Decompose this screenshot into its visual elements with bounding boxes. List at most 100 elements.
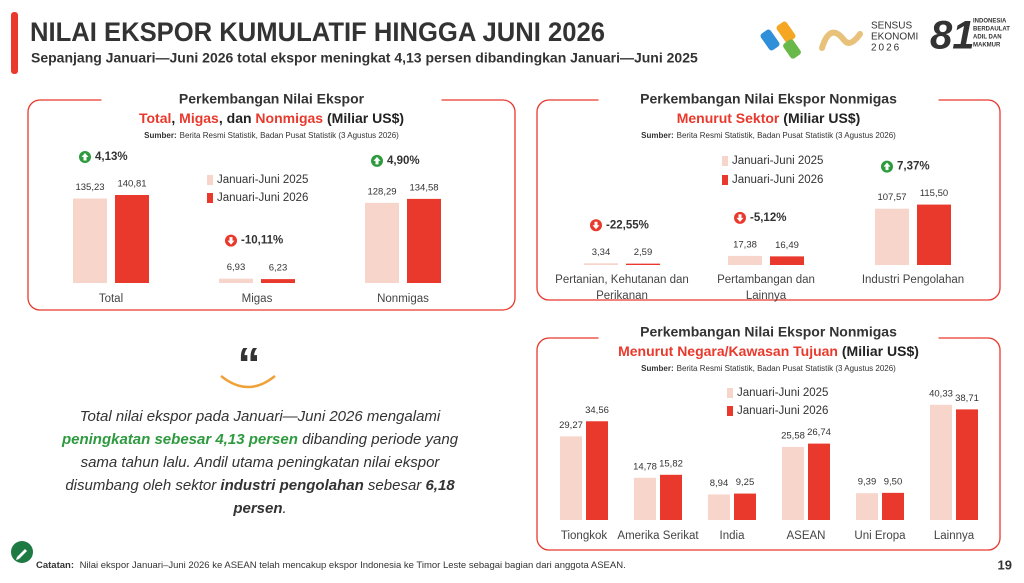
quote-part: peningkatan sebesar 4,13 persen [61, 431, 298, 448]
category-label: ASEAN [786, 530, 826, 542]
subtitle-part: (Miliar US$) [838, 343, 919, 359]
category-label: Uni Eropa [854, 530, 906, 542]
change-label: -10,11% [241, 235, 283, 247]
value-label: 14,78 [633, 461, 657, 472]
legend-swatch [722, 156, 728, 166]
chart-source: Sumber: Berita Resmi Statistik, Badan Pus… [641, 131, 896, 140]
legend-label: Januari-Juni 2025 [217, 174, 308, 186]
category-label-box: ASEAN [786, 530, 826, 542]
quote-mark: “ [238, 338, 261, 390]
bar [782, 446, 804, 520]
change-arrow [373, 156, 381, 165]
value-label: 15,82 [659, 458, 683, 469]
category-label: Pertanian, Kehutanan dan Perikanan [555, 274, 689, 302]
value-label: 8,94 [710, 478, 729, 489]
value-label: 9,39 [858, 477, 877, 488]
legend-swatch [207, 175, 213, 185]
category-label-box: Migas [242, 293, 273, 305]
sensus-logo: SENSUS EKONOMI 2026 [819, 21, 918, 54]
subtitle-part: Menurut Negara/Kawasan Tujuan [618, 343, 838, 359]
footnote: Catatan: Nilai ekspor Januari–Juni 2026 … [36, 560, 626, 571]
category-label: Nonmigas [377, 293, 429, 305]
value-label: 34,56 [585, 405, 609, 416]
subtitle-part: , dan [219, 110, 256, 126]
bar [560, 436, 582, 520]
bar [728, 255, 762, 265]
quote-paragraph: Total nilai ekspor pada Januari—Juni 202… [45, 405, 475, 520]
bar [634, 477, 656, 520]
value-label: 107,57 [877, 192, 906, 203]
quote-part: dibanding periode yang sama tahun lalu. … [65, 431, 459, 494]
bps-logo [760, 21, 801, 59]
bar [882, 492, 904, 520]
legend-label: Januari-Juni 2025 [732, 155, 823, 167]
bar [261, 279, 295, 283]
chart-subtitle: Menurut Negara/Kawasan Tujuan (Miliar US… [618, 343, 919, 359]
value-label: 17,38 [733, 239, 757, 250]
category-label-box: Pertanian, Kehutanan dan Perikanan [555, 274, 689, 302]
value-label: 6,23 [269, 263, 288, 274]
category-label: Lainnya [933, 530, 975, 542]
page-subtitle: Sepanjang Januari—Juni 2026 total ekspor… [31, 50, 698, 66]
chart-source: Sumber: Berita Resmi Statistik, Badan Pus… [641, 364, 896, 373]
bar [219, 278, 253, 283]
quote-part: . [282, 500, 287, 517]
bar [584, 263, 618, 265]
category-label-box: Total [99, 293, 123, 305]
change-label: -5,12% [750, 212, 786, 224]
bar [660, 474, 682, 520]
footnote-text: Nilai ekspor Januari–Juni 2026 ke ASEAN … [80, 560, 626, 571]
legend-swatch [207, 193, 213, 203]
legend-label: Januari-Juni 2025 [737, 387, 828, 399]
logo-text: SENSUS [871, 21, 912, 32]
category-label-box: Uni Eropa [854, 530, 906, 542]
change-label: -22,55% [606, 219, 649, 231]
bar [875, 208, 909, 265]
change-indicator: 7,37% [881, 160, 930, 173]
footnote-label: Catatan: [36, 560, 74, 571]
source-text: Berita Resmi Statistik, Badan Pusat Stat… [180, 131, 400, 140]
quote-part: industri pengolahan [220, 477, 364, 494]
value-label: 26,74 [807, 427, 831, 438]
category-label-box: Amerika Serikat [617, 530, 699, 542]
subtitle-part: (Miliar US$) [779, 110, 860, 126]
category-label: Tiongkok [560, 530, 608, 542]
value-label: 9,50 [884, 476, 903, 487]
category-label: Amerika Serikat [617, 530, 699, 542]
quote-arc [220, 375, 276, 389]
quote-part: Total nilai ekspor pada Januari—Juni 202… [79, 408, 441, 425]
subtitle-part: Menurut Sektor [677, 110, 780, 126]
bar [856, 493, 878, 520]
logo-text: MAKMUR [973, 43, 1001, 49]
logo-text: BERDAULAT [973, 27, 1010, 33]
bar [930, 404, 952, 520]
bar [708, 494, 730, 520]
bar [917, 204, 951, 265]
page-number: 19 [998, 557, 1012, 572]
category-label-box: Nonmigas [377, 293, 429, 305]
logo-text: INDONESIA [973, 19, 1007, 25]
change-indicator: -5,12% [734, 211, 786, 224]
subtitle-part: Nonmigas [255, 110, 323, 126]
chart-subtitle: Menurut Sektor (Miliar US$) [677, 110, 861, 126]
title-backdrop [598, 90, 939, 110]
pencil-glyph [16, 549, 27, 560]
quote-part: 6,18 persen [233, 477, 455, 517]
category-label-box: Pertambangan dan Lainnya [717, 274, 815, 302]
change-indicator: -10,11% [225, 234, 283, 247]
chart-title: Perkembangan Nilai Ekspor Nonmigas [640, 91, 897, 107]
category-label: India [719, 530, 745, 542]
legend-label: Januari-Juni 2026 [217, 192, 308, 204]
change-arrow [736, 214, 744, 222]
change-indicator: 4,90% [371, 154, 420, 167]
change-arrow [227, 237, 235, 245]
source-text: Berita Resmi Statistik, Badan Pusat Stat… [677, 131, 897, 140]
change-arrow [592, 221, 600, 230]
category-label: Pertambangan dan Lainnya [717, 274, 815, 302]
subtitle-part: Migas [179, 110, 219, 126]
change-label: 7,37% [897, 161, 930, 173]
value-label: 135,23 [75, 182, 104, 193]
subtitle-part: (Miliar US$) [323, 110, 404, 126]
bar [73, 198, 107, 283]
